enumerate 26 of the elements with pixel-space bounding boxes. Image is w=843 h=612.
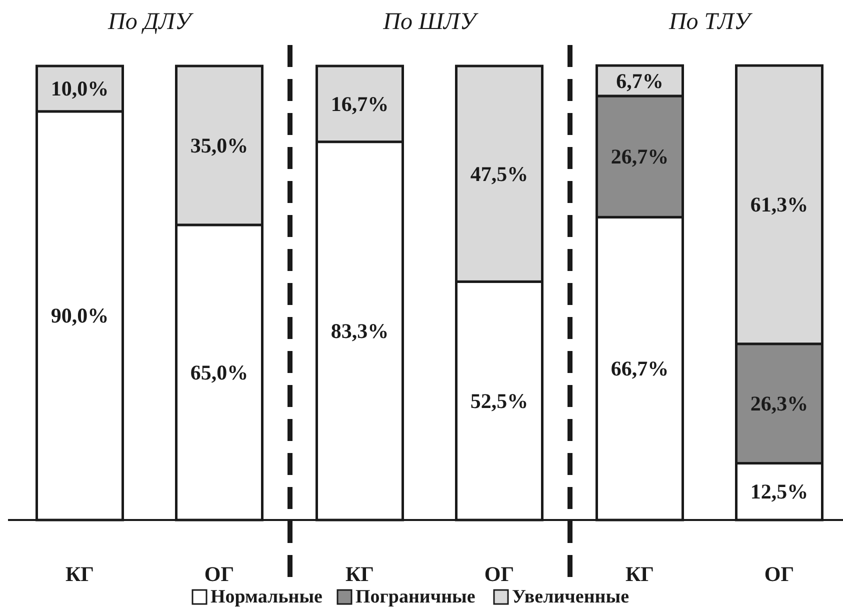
chart-title: По ТЛУ [668, 9, 753, 35]
data-label: 52,5% [470, 388, 528, 413]
data-label: 26,7% [610, 144, 669, 169]
data-label: 12,5% [750, 480, 808, 504]
x-tick-label: ОГ [204, 562, 234, 586]
x-tick-label: ОГ [764, 562, 794, 586]
data-label: 35,0% [190, 133, 248, 158]
x-tick-label: КГ [65, 562, 94, 586]
x-tick-label: КГ [625, 562, 654, 586]
data-label: 16,7% [330, 92, 389, 116]
chart-title: По ДЛУ [106, 9, 194, 35]
legend-label: Пограничные [356, 586, 476, 608]
legend-label: Увеличенные [512, 586, 629, 608]
x-tick-label: КГ [345, 562, 374, 586]
data-label: 90,0% [50, 304, 109, 328]
data-label: 6,7% [616, 68, 664, 93]
data-label: 47,5% [470, 162, 528, 186]
data-label: 61,3% [750, 192, 808, 217]
data-label: 10,0% [50, 76, 109, 101]
x-tick-label: ОГ [484, 562, 514, 586]
data-label: 65,0% [190, 360, 248, 384]
legend-label: Нормальные [210, 586, 322, 608]
data-label: 26,3% [750, 392, 808, 416]
data-label: 66,7% [610, 356, 669, 381]
data-label: 83,3% [330, 318, 389, 343]
chart-title: По ШЛУ [382, 9, 479, 35]
